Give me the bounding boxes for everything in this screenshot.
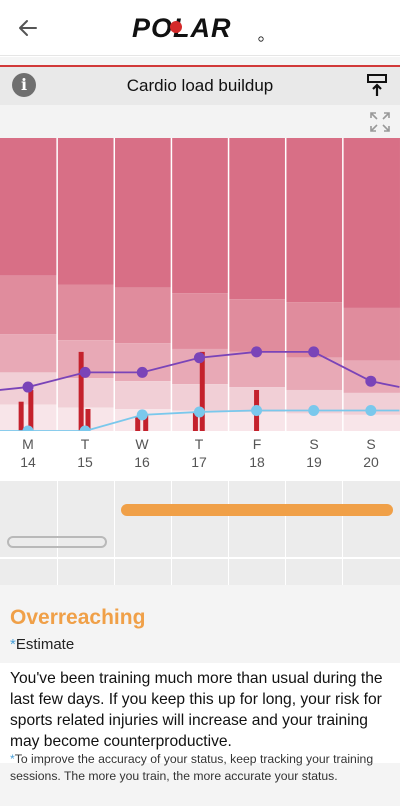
timeline-divider xyxy=(228,481,229,585)
session-bar xyxy=(143,414,149,431)
note-marker: * xyxy=(10,752,15,766)
load-zone-band xyxy=(285,138,343,303)
card-title-bar: i Cardio load buildup xyxy=(0,65,400,105)
status-description: You've been training much more than usua… xyxy=(0,663,400,763)
expand-icon[interactable] xyxy=(368,110,392,134)
timeline-divider xyxy=(57,481,58,585)
load-zone-band xyxy=(342,307,400,361)
load-zone-band xyxy=(342,138,400,308)
arrow-left-icon xyxy=(19,20,37,36)
load-zone-band xyxy=(285,413,343,431)
back-button[interactable] xyxy=(14,14,42,42)
day-label: S 19 xyxy=(306,436,322,470)
chart-toolbar xyxy=(0,105,400,138)
cardio-load-chart[interactable] xyxy=(0,138,400,431)
load-zone-band xyxy=(285,357,343,390)
load-zone-band xyxy=(171,138,229,294)
load-zone-band xyxy=(0,334,58,373)
session-bar xyxy=(28,389,34,431)
timeline-divider xyxy=(114,481,115,585)
load-zone-band xyxy=(57,378,115,408)
load-zone-band xyxy=(342,414,400,431)
day-label: S 20 xyxy=(363,436,379,470)
accuracy-note: *To improve the accuracy of your status,… xyxy=(10,752,374,783)
day-label: T 15 xyxy=(77,436,93,470)
timeline-divider xyxy=(342,481,343,585)
header-spacer xyxy=(0,57,400,65)
card-title: Cardio load buildup xyxy=(126,76,274,95)
day-label: F 18 xyxy=(249,436,265,470)
tolerance-point xyxy=(79,425,91,431)
load-zone-band xyxy=(114,287,172,344)
estimate-label: *Estimate xyxy=(10,636,75,653)
timeline-row-divider xyxy=(0,557,400,559)
session-bar xyxy=(135,416,141,431)
pin-to-top-icon[interactable] xyxy=(364,72,390,98)
tolerance-point xyxy=(251,404,263,416)
session-bar xyxy=(18,401,24,431)
load-zone-band xyxy=(0,275,58,335)
load-zone-band xyxy=(57,138,115,285)
day-label: M 14 xyxy=(20,436,36,470)
tolerance-point xyxy=(136,409,148,421)
strain-point xyxy=(79,366,91,378)
polar-logo: POLAR xyxy=(132,13,268,43)
load-zone-band xyxy=(0,138,58,276)
tolerance-point xyxy=(193,406,205,418)
day-label: W 16 xyxy=(134,436,150,470)
load-zone-band xyxy=(342,392,400,415)
load-zone-band xyxy=(114,381,172,410)
day-label: T 17 xyxy=(191,436,207,470)
status-panel: Overreaching *Estimate You've been train… xyxy=(0,585,400,806)
load-zone-band xyxy=(228,351,286,388)
load-zone-band xyxy=(57,284,115,341)
strain-point xyxy=(365,375,377,387)
tolerance-point xyxy=(365,404,377,416)
previous-status-bar xyxy=(7,536,107,548)
strain-point xyxy=(251,346,263,358)
load-zone-band xyxy=(228,299,286,352)
status-title: Overreaching xyxy=(10,606,146,629)
day-axis: M 14 T 15 W 16 T 17 F 18 S 19 S 20 xyxy=(0,431,400,481)
load-zone-band xyxy=(285,389,343,414)
session-bar xyxy=(199,351,205,431)
strain-point xyxy=(22,381,34,393)
load-zone-band xyxy=(114,138,172,288)
overreaching-period-bar xyxy=(121,504,393,516)
load-zone-band xyxy=(171,293,229,349)
strain-point xyxy=(308,346,320,358)
timeline-divider xyxy=(171,481,172,585)
app-header: POLAR xyxy=(0,0,400,56)
load-zone-band xyxy=(228,138,286,300)
timeline-divider xyxy=(285,481,286,585)
brand-dot xyxy=(170,21,182,33)
session-bar xyxy=(85,409,91,431)
trademark-mark xyxy=(258,36,264,42)
strain-point xyxy=(136,366,148,378)
strain-point xyxy=(193,352,205,364)
session-bar xyxy=(78,351,84,431)
tolerance-point xyxy=(22,425,34,431)
tolerance-point xyxy=(308,404,320,416)
estimate-marker: * xyxy=(10,636,16,653)
session-bar xyxy=(192,411,198,431)
info-icon[interactable]: i xyxy=(12,73,36,97)
status-timeline[interactable] xyxy=(0,481,400,585)
